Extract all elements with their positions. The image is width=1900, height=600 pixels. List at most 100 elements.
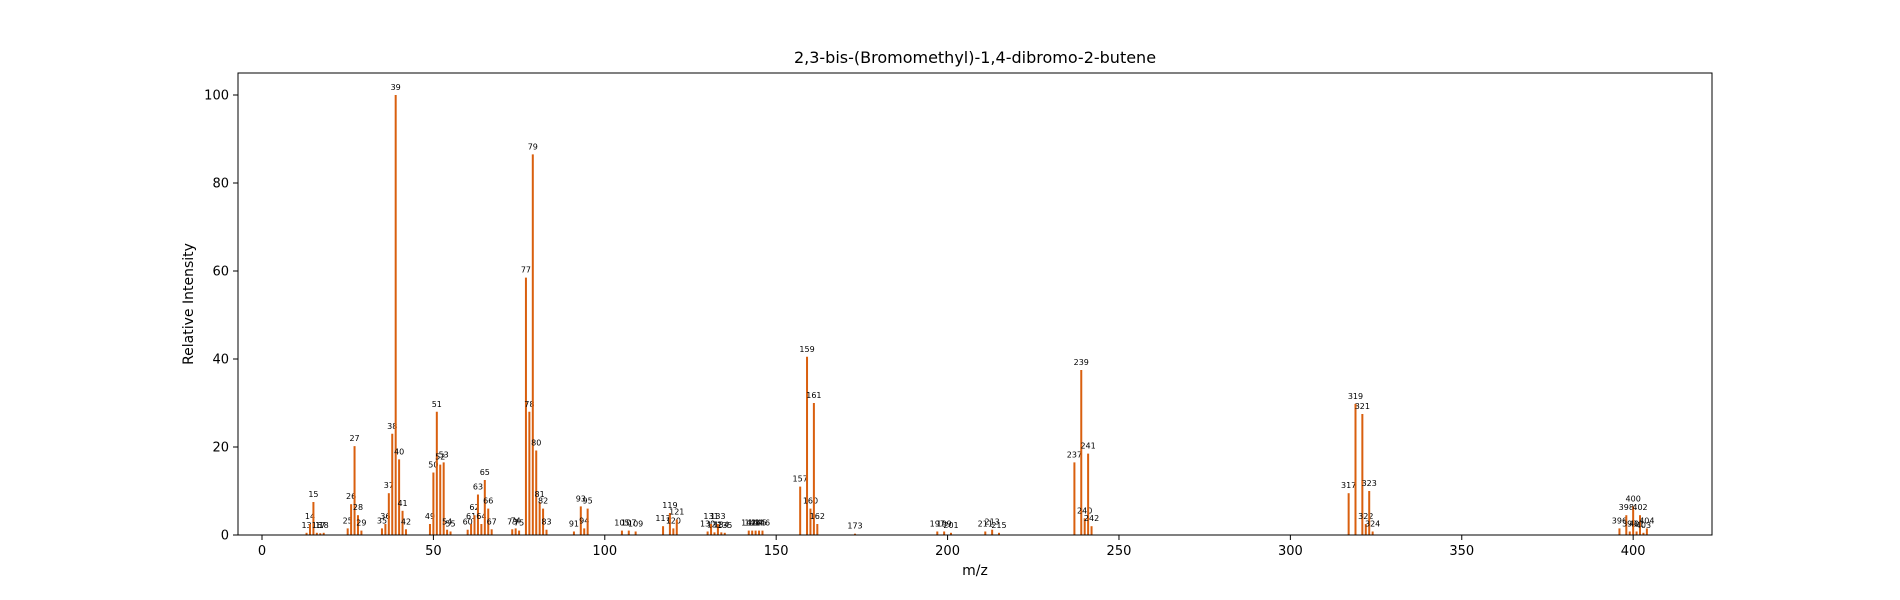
peak-label-35: 35: [377, 516, 387, 525]
peak-label-319: 319: [1348, 392, 1363, 401]
peak-label-324: 324: [1365, 519, 1380, 528]
peak-label-399: 399: [1622, 519, 1637, 528]
peak-label-215: 215: [991, 521, 1006, 530]
peak-label-157: 157: [793, 475, 808, 484]
y-tick-label-0: 0: [221, 529, 229, 544]
peak-label-81: 81: [535, 490, 545, 499]
peak-label-239: 239: [1074, 358, 1089, 367]
peak-label-25: 25: [343, 516, 353, 525]
peak-label-26: 26: [346, 492, 356, 501]
y-tick-label-20: 20: [212, 441, 229, 456]
peak-label-17: 17: [315, 521, 325, 530]
peak-label-161: 161: [806, 391, 821, 400]
peak-label-213: 213: [984, 518, 999, 527]
y-tick-label-100: 100: [204, 89, 229, 104]
x-axis: 0 50 100 150 200 250 300 350 400: [258, 535, 1646, 559]
peak-label-39: 39: [391, 83, 401, 92]
peak-label-131: 131: [703, 512, 718, 521]
peak-label-242: 242: [1084, 514, 1099, 523]
peak-label-94: 94: [579, 516, 589, 525]
x-axis-label: m/z: [962, 563, 988, 579]
peak-label-404: 404: [1639, 516, 1654, 525]
y-tick-label-40: 40: [212, 353, 229, 368]
peak-label-60: 60: [463, 518, 473, 527]
peak-label-132: 132: [707, 520, 722, 529]
peak-label-317: 317: [1341, 481, 1356, 490]
peak-label-105: 105: [614, 519, 629, 528]
peak-label-50: 50: [428, 461, 438, 470]
peak-label-93: 93: [576, 494, 586, 503]
peak-label-77: 77: [521, 266, 531, 275]
peak-label-143: 143: [745, 519, 760, 528]
x-tick-label-400: 400: [1621, 544, 1646, 559]
peak-label-64: 64: [476, 512, 486, 521]
peak-label-159: 159: [799, 345, 814, 354]
x-tick-label-0: 0: [258, 544, 266, 559]
peak-label-142: 142: [741, 519, 756, 528]
peak-label-91: 91: [569, 519, 579, 528]
peak-label-14: 14: [305, 512, 315, 521]
peak-label-197: 197: [930, 519, 945, 528]
peak-label-51: 51: [432, 400, 442, 409]
x-tick-label-50: 50: [425, 544, 442, 559]
peak-label-133: 133: [710, 512, 725, 521]
peak-label-211: 211: [978, 519, 993, 528]
peak-label-13: 13: [301, 521, 311, 530]
peak-label-237: 237: [1067, 450, 1082, 459]
peak-label-402: 402: [1632, 503, 1647, 512]
peak-label-201: 201: [943, 521, 958, 530]
peak-label-146: 146: [755, 519, 770, 528]
x-tick-label-150: 150: [764, 544, 789, 559]
peak-label-37: 37: [384, 481, 394, 490]
peak-label-66: 66: [483, 497, 493, 506]
peak-label-145: 145: [751, 519, 766, 528]
peak-label-75: 75: [514, 519, 524, 528]
peak-label-107: 107: [621, 519, 636, 528]
peak-label-52: 52: [435, 453, 445, 462]
peak-label-199: 199: [937, 519, 952, 528]
peak-label-162: 162: [810, 512, 825, 521]
x-tick-label-300: 300: [1278, 544, 1303, 559]
peak-label-95: 95: [583, 497, 593, 506]
peak-label-240: 240: [1077, 506, 1092, 515]
plot-frame: [237, 72, 1713, 536]
peak-label-83: 83: [541, 518, 551, 527]
peak-label-16: 16: [312, 521, 322, 530]
peak-label-53: 53: [439, 450, 449, 459]
peak-label-401: 401: [1629, 519, 1644, 528]
peak-label-67: 67: [487, 517, 497, 526]
peak-label-134: 134: [714, 520, 729, 529]
peak-label-241: 241: [1080, 442, 1095, 451]
peak-label-109: 109: [628, 519, 643, 528]
peak-label-54: 54: [442, 518, 452, 527]
peak-label-78: 78: [524, 400, 534, 409]
peak-label-38: 38: [387, 422, 397, 431]
peak-label-36: 36: [380, 512, 390, 521]
chart-title: 2,3-bis-(Bromomethyl)-1,4-dibromo-2-bute…: [794, 48, 1156, 67]
peak-label-15: 15: [308, 490, 318, 499]
peak-label-160: 160: [803, 497, 818, 506]
y-axis-label: Relative Intensity: [181, 243, 197, 365]
peak-label-121: 121: [669, 508, 684, 517]
peak-label-144: 144: [748, 519, 763, 528]
x-tick-label-100: 100: [592, 544, 617, 559]
y-axis: 0 20 40 60 80 100: [204, 89, 238, 544]
peak-label-74: 74: [511, 516, 521, 525]
peak-label-41: 41: [397, 499, 407, 508]
peak-label-398: 398: [1619, 503, 1634, 512]
peak-label-323: 323: [1362, 479, 1377, 488]
peak-label-322: 322: [1358, 512, 1373, 521]
peak-label-321: 321: [1355, 402, 1370, 411]
peak-label-80: 80: [531, 439, 541, 448]
y-tick-label-80: 80: [212, 177, 229, 192]
peak-label-120: 120: [666, 516, 681, 525]
peak-label-28: 28: [353, 503, 363, 512]
peak-label-18: 18: [319, 521, 329, 530]
peak-label-82: 82: [538, 497, 548, 506]
peak-label-173: 173: [847, 522, 862, 531]
peak-label-42: 42: [401, 517, 411, 526]
y-tick-label-60: 60: [212, 265, 229, 280]
peak-label-27: 27: [349, 434, 359, 443]
x-tick-label-350: 350: [1449, 544, 1474, 559]
